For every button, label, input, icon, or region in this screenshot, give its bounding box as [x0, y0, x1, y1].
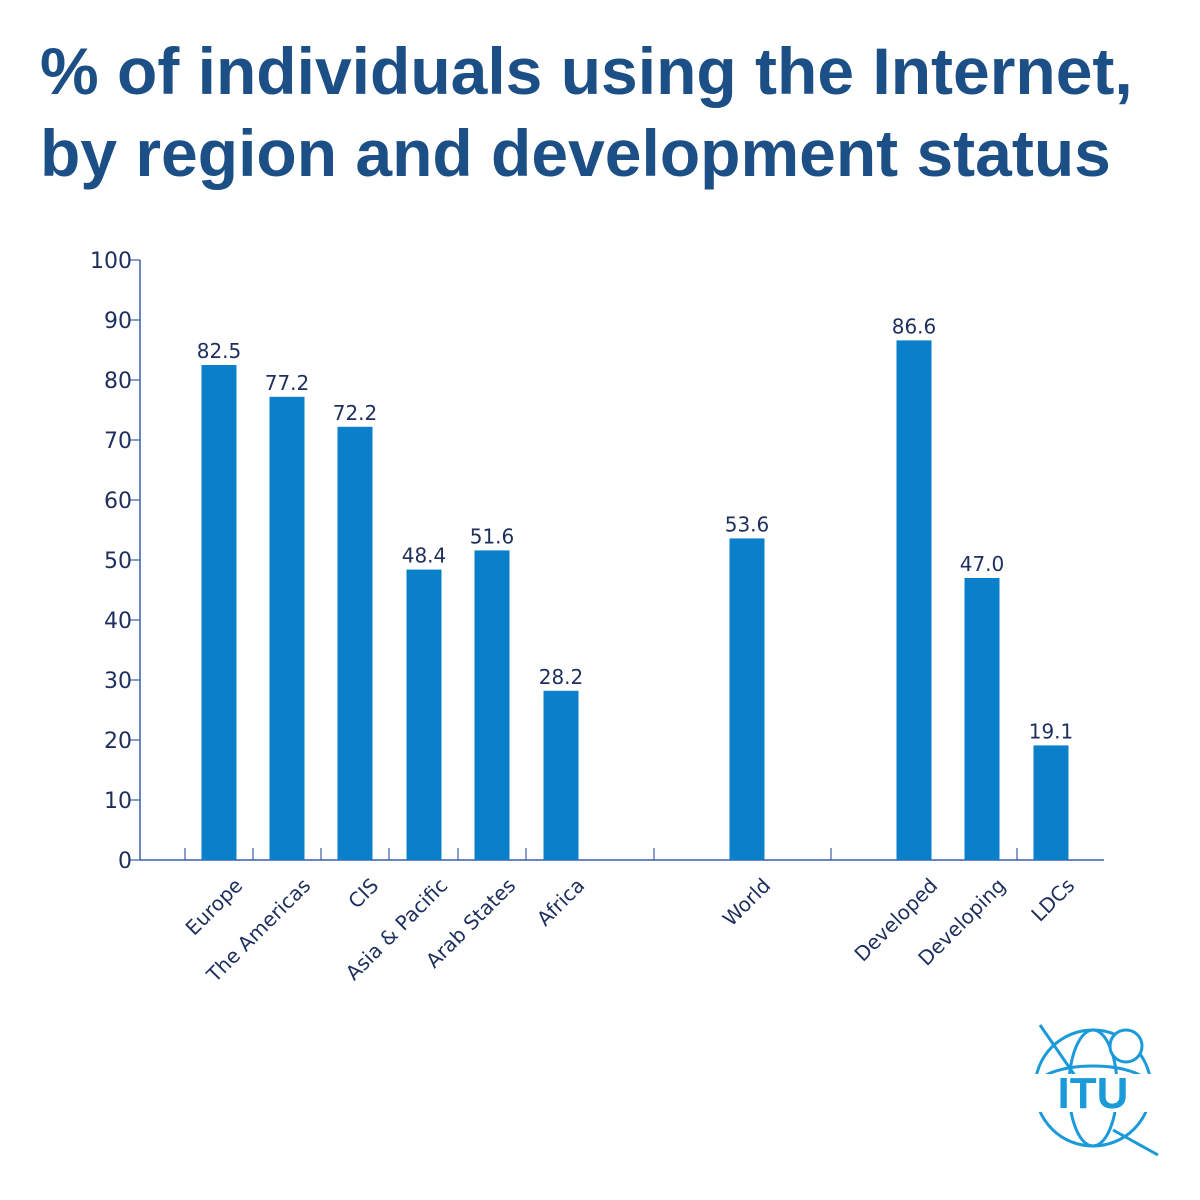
y-tick-label: 0 — [118, 849, 132, 874]
bar-value-label: 28.2 — [539, 665, 584, 689]
y-tick-label: 70 — [104, 429, 132, 454]
y-tick-label: 10 — [104, 789, 132, 814]
y-tick-label: 60 — [104, 489, 132, 514]
bar-cis — [337, 426, 373, 860]
category-label: CIS — [343, 873, 383, 913]
bar-chart: 0 10 20 30 40 50 60 70 80 90 100 82.5 77.2 72.2 48.4 5… — [90, 249, 1104, 988]
y-tick-label: 80 — [104, 369, 132, 394]
bar-arab-states — [474, 550, 510, 860]
bar-developed — [896, 340, 932, 860]
bar-value-label: 77.2 — [265, 371, 310, 395]
itu-logo-text: ITU — [1058, 1069, 1129, 1118]
category-label: World — [718, 873, 776, 931]
y-tick-label: 20 — [104, 729, 132, 754]
bar-value-label: 51.6 — [470, 524, 515, 548]
bar-value-label: 53.6 — [725, 512, 770, 536]
bar-value-label: 47.0 — [960, 552, 1005, 576]
category-label: Africa — [532, 873, 589, 930]
bar-africa — [543, 690, 579, 860]
bar-value-label: 19.1 — [1029, 719, 1074, 743]
bar-value-label: 82.5 — [197, 339, 242, 363]
bar-the-americas — [269, 396, 305, 860]
itu-logo: ITU — [1032, 1024, 1159, 1157]
bar-europe — [201, 365, 237, 860]
bar-value-label: 48.4 — [402, 544, 447, 568]
category-label: LDCs — [1026, 873, 1079, 926]
y-tick-label: 100 — [90, 249, 132, 274]
y-tick-label: 50 — [104, 549, 132, 574]
y-tick-label: 30 — [104, 669, 132, 694]
chart-title-line-1: % of individuals using the Internet, — [40, 34, 1133, 108]
y-tick-label: 90 — [104, 309, 132, 334]
bar-developing — [964, 578, 1000, 860]
chart-title: % of individuals using the Internet, by … — [40, 30, 1180, 194]
chart-bars — [201, 340, 1069, 860]
bar-value-labels: 82.5 77.2 72.2 48.4 51.6 28.2 53.6 86.6 47.0 19.1 — [197, 314, 1074, 743]
y-tick-label: 40 — [104, 609, 132, 634]
chart-title-line-2: by region and development status — [40, 116, 1111, 190]
category-label: Europe — [181, 873, 248, 940]
bar-value-label: 72.2 — [333, 401, 378, 425]
y-axis-ticks: 0 10 20 30 40 50 60 70 80 90 100 — [90, 249, 140, 874]
bar-world — [729, 538, 765, 860]
bar-ldcs — [1033, 745, 1069, 860]
bar-value-label: 86.6 — [892, 314, 937, 338]
bar-asia-pacific — [406, 569, 442, 860]
